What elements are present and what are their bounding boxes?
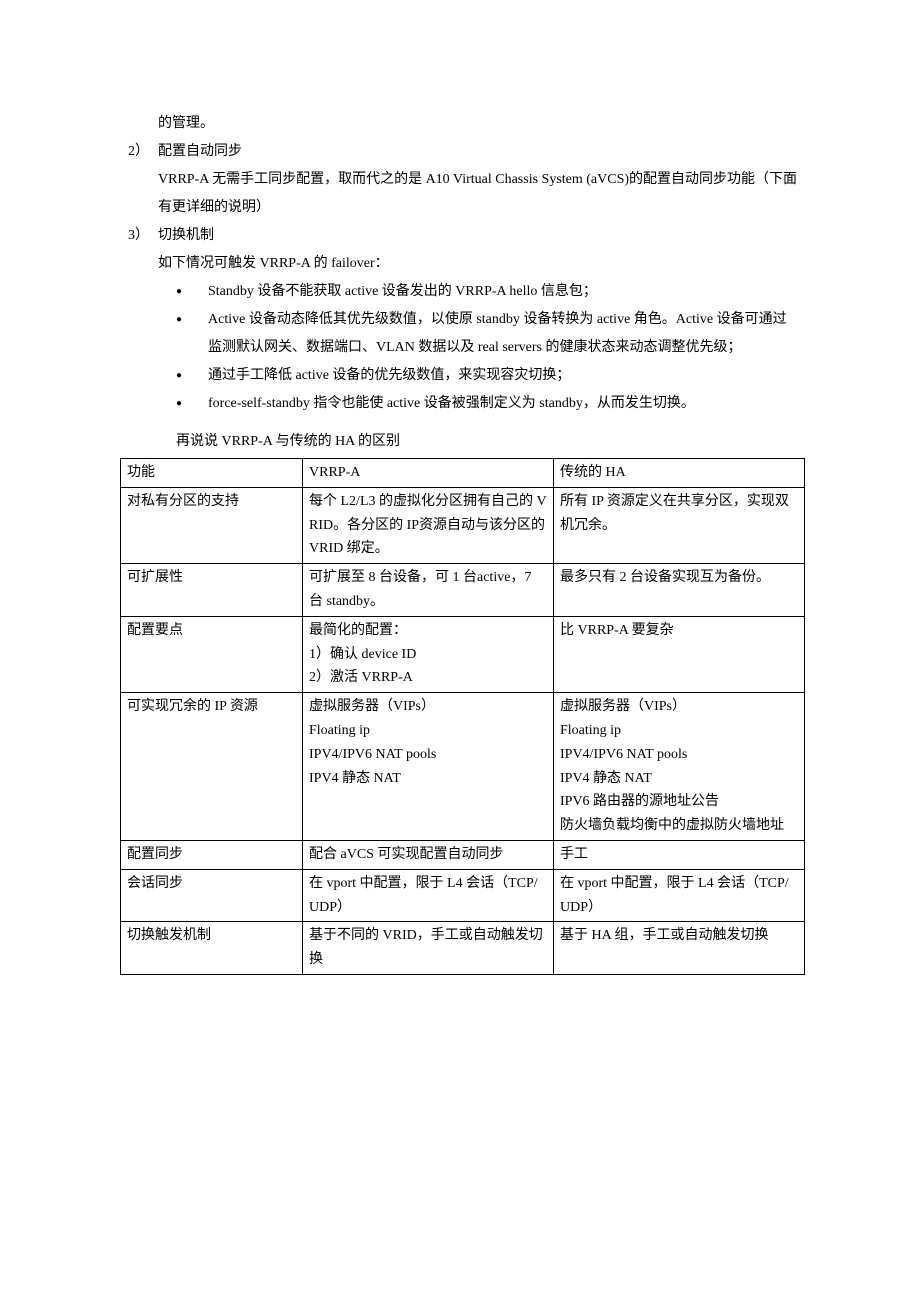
bullet-item: ● force-self-standby 指令也能使 active 设备被强制定…: [176, 390, 800, 418]
bullet-text: force-self-standby 指令也能使 active 设备被强制定义为…: [208, 390, 800, 418]
bullet-icon: ●: [176, 278, 208, 306]
table-cell: 会话同步: [121, 869, 303, 922]
bullet-text: Active 设备动态降低其优先级数值，以使原 standby 设备转换为 ac…: [208, 306, 800, 362]
table-intro: 再说说 VRRP-A 与传统的 HA 的区别: [176, 428, 800, 456]
bullet-item: ● Standby 设备不能获取 active 设备发出的 VRRP-A hel…: [176, 278, 800, 306]
table-cell: 最简化的配置：1）确认 device ID2）激活 VRRP-A: [303, 616, 554, 692]
bullet-text: Standby 设备不能获取 active 设备发出的 VRRP-A hello…: [208, 278, 800, 306]
table-cell: 在 vport 中配置，限于 L4 会话（TCP/UDP）: [554, 869, 805, 922]
table-cell: 基于不同的 VRID，手工或自动触发切换: [303, 922, 554, 975]
table-header-row: 功能 VRRP-A 传统的 HA: [121, 459, 805, 488]
table-row: 可实现冗余的 IP 资源 虚拟服务器（VIPs）Floating ipIPV4/…: [121, 693, 805, 841]
list-item-2-title: 配置自动同步: [158, 144, 242, 159]
table-row: 配置同步 配合 aVCS 可实现配置自动同步 手工: [121, 840, 805, 869]
table-cell: 所有 IP 资源定义在共享分区，实现双机冗余。: [554, 487, 805, 563]
table-cell: 对私有分区的支持: [121, 487, 303, 563]
bullet-item: ● Active 设备动态降低其优先级数值，以使原 standby 设备转换为 …: [176, 306, 800, 362]
table-cell: 可实现冗余的 IP 资源: [121, 693, 303, 841]
bullet-icon: ●: [176, 306, 208, 334]
table-row: 配置要点 最简化的配置：1）确认 device ID2）激活 VRRP-A 比 …: [121, 616, 805, 692]
table-cell: 切换触发机制: [121, 922, 303, 975]
list-item-3-title: 切换机制: [158, 228, 214, 243]
table-header-cell: 传统的 HA: [554, 459, 805, 488]
list-marker: 2）: [128, 138, 158, 166]
document-page: 的管理。 2）配置自动同步 VRRP-A 无需手工同步配置，取而代之的是 A10…: [0, 0, 920, 1302]
table-cell: 配置要点: [121, 616, 303, 692]
list-item-2: 2）配置自动同步 VRRP-A 无需手工同步配置，取而代之的是 A10 Virt…: [120, 138, 800, 222]
bullet-item: ● 通过手工降低 active 设备的优先级数值，来实现容灾切换；: [176, 362, 800, 390]
table-header-cell: VRRP-A: [303, 459, 554, 488]
table-cell: 可扩展至 8 台设备，可 1 台active，7 台 standby。: [303, 564, 554, 617]
table-row: 会话同步 在 vport 中配置，限于 L4 会话（TCP/UDP） 在 vpo…: [121, 869, 805, 922]
table-cell: 配合 aVCS 可实现配置自动同步: [303, 840, 554, 869]
table-cell: 虚拟服务器（VIPs）Floating ipIPV4/IPV6 NAT pool…: [554, 693, 805, 841]
table-row: 可扩展性 可扩展至 8 台设备，可 1 台active，7 台 standby。…: [121, 564, 805, 617]
list-item-2-body: VRRP-A 无需手工同步配置，取而代之的是 A10 Virtual Chass…: [158, 166, 800, 222]
list-marker: 3）: [128, 222, 158, 250]
table-cell: 手工: [554, 840, 805, 869]
table-cell: 基于 HA 组，手工或自动触发切换: [554, 922, 805, 975]
list-item-3: 3）切换机制 如下情况可触发 VRRP-A 的 failover： ● Stan…: [120, 222, 800, 418]
bullet-icon: ●: [176, 390, 208, 418]
table-row: 对私有分区的支持 每个 L2/L3 的虚拟化分区拥有自己的 VRID。各分区的 …: [121, 487, 805, 563]
table-row: 切换触发机制 基于不同的 VRID，手工或自动触发切换 基于 HA 组，手工或自…: [121, 922, 805, 975]
list-item-3-intro: 如下情况可触发 VRRP-A 的 failover：: [158, 250, 800, 278]
table-cell: 配置同步: [121, 840, 303, 869]
continuation-text: 的管理。: [158, 110, 800, 138]
table-cell: 每个 L2/L3 的虚拟化分区拥有自己的 VRID。各分区的 IP资源自动与该分…: [303, 487, 554, 563]
table-header-cell: 功能: [121, 459, 303, 488]
table-cell: 虚拟服务器（VIPs）Floating ipIPV4/IPV6 NAT pool…: [303, 693, 554, 841]
table-cell: 可扩展性: [121, 564, 303, 617]
table-cell: 最多只有 2 台设备实现互为备份。: [554, 564, 805, 617]
comparison-table: 功能 VRRP-A 传统的 HA 对私有分区的支持 每个 L2/L3 的虚拟化分…: [120, 458, 805, 975]
bullet-icon: ●: [176, 362, 208, 390]
bullet-text: 通过手工降低 active 设备的优先级数值，来实现容灾切换；: [208, 362, 800, 390]
table-cell: 在 vport 中配置，限于 L4 会话（TCP/UDP）: [303, 869, 554, 922]
table-cell: 比 VRRP-A 要复杂: [554, 616, 805, 692]
